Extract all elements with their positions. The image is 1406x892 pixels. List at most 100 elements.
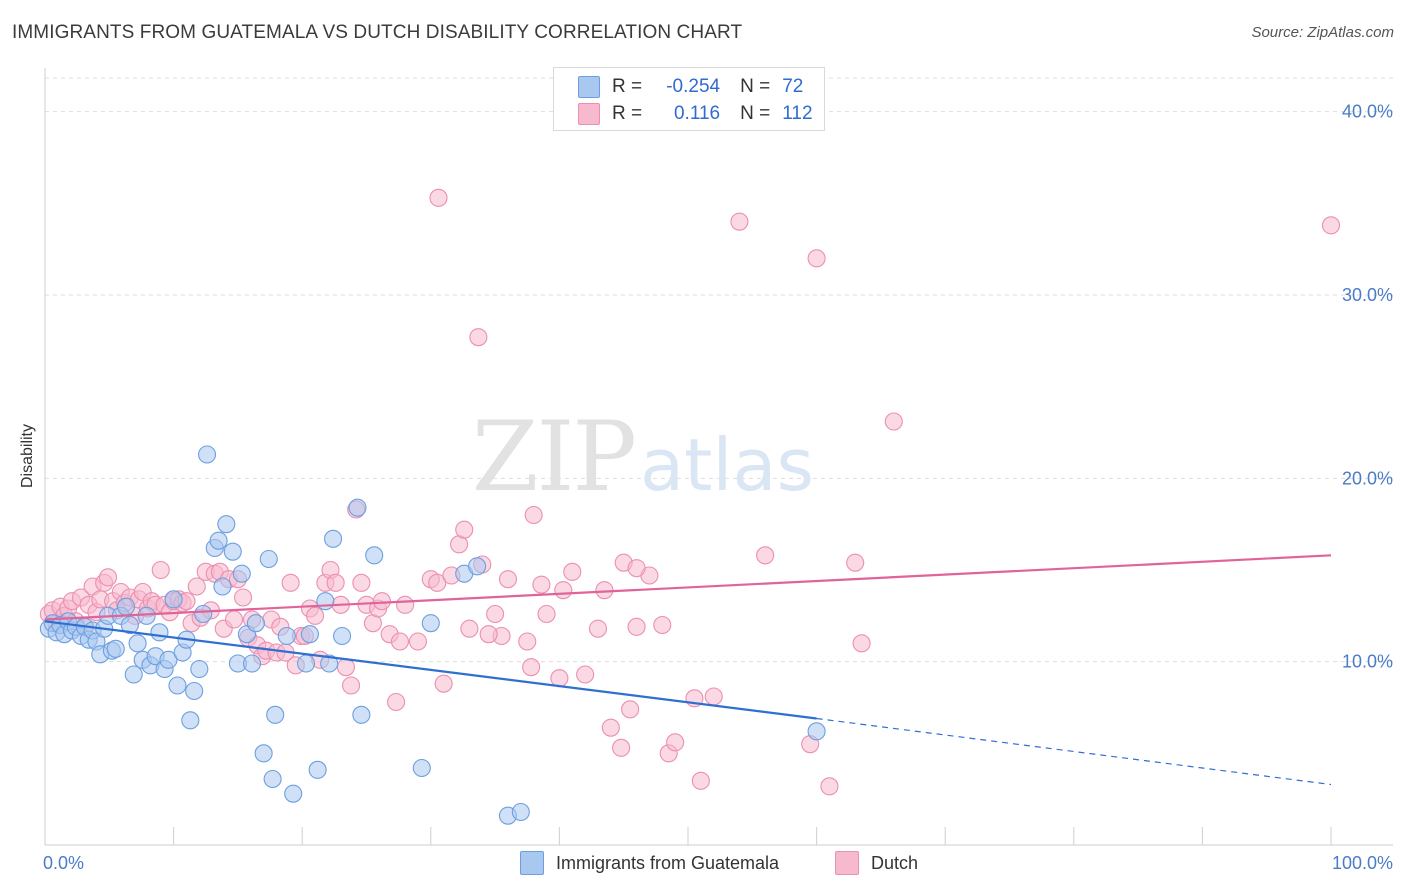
axes bbox=[44, 68, 1393, 846]
guatemala-trend-line bbox=[44, 620, 817, 720]
y-tick-label: 20.0% bbox=[1342, 468, 1393, 488]
source-credit: Source: ZipAtlas.com bbox=[1251, 24, 1394, 41]
guatemala-point bbox=[468, 557, 487, 576]
guatemala-point bbox=[150, 623, 169, 642]
guatemala-point bbox=[297, 654, 316, 673]
dutch-point bbox=[588, 619, 608, 638]
dutch-point bbox=[532, 575, 551, 594]
guatemala-point bbox=[137, 606, 156, 625]
guatemala-point bbox=[259, 549, 278, 569]
r-value: -0.254 bbox=[666, 76, 721, 97]
guatemala-point bbox=[120, 615, 139, 635]
dutch-point bbox=[460, 619, 479, 638]
guatemala-point bbox=[209, 531, 228, 550]
dutch-point bbox=[846, 553, 865, 572]
dutch-point bbox=[281, 573, 300, 592]
guatemala-point bbox=[194, 604, 213, 624]
dutch-point bbox=[756, 546, 775, 565]
legend-item-guatemala[interactable]: Immigrants from Guatemala bbox=[520, 851, 779, 875]
guatemala-point bbox=[217, 515, 236, 534]
dutch-point bbox=[627, 559, 646, 578]
y-tick-label: 10.0% bbox=[1342, 652, 1393, 672]
dutch-point bbox=[455, 520, 474, 539]
dutch-point bbox=[595, 581, 614, 600]
dutch-point bbox=[576, 665, 595, 684]
dutch-point bbox=[428, 573, 447, 592]
guatemala-point bbox=[128, 634, 147, 653]
dutch-point bbox=[486, 604, 505, 624]
guatemala-point bbox=[124, 665, 143, 684]
dutch-trend-line bbox=[44, 554, 1332, 621]
dutch-point bbox=[396, 595, 415, 614]
dutch-point bbox=[306, 606, 325, 625]
series-legend: Immigrants from Guatemala Dutch bbox=[0, 851, 1406, 879]
n-label: N = bbox=[740, 103, 771, 124]
chart-title: IMMIGRANTS FROM GUATEMALA VS DUTCH DISAB… bbox=[12, 22, 743, 43]
guatemala-point bbox=[164, 590, 183, 609]
stats-row-guatemala: R = -0.254 N = 72 bbox=[578, 75, 803, 99]
watermark: ZIP atlas bbox=[472, 401, 814, 513]
guatemala-point bbox=[263, 769, 282, 789]
n-value: 72 bbox=[782, 76, 804, 97]
dutch-point bbox=[524, 505, 543, 525]
legend-label: Dutch bbox=[871, 852, 919, 873]
guatemala-point bbox=[213, 577, 232, 596]
tick-labels: 10.0% 20.0% 30.0% 40.0% 0.0% 100.0% bbox=[43, 102, 1393, 873]
guatemala-point bbox=[116, 597, 136, 616]
stats-row-dutch: R = 0.116 N = 112 bbox=[578, 102, 813, 126]
dutch-point bbox=[387, 692, 406, 712]
x-tick-label: 100.0% bbox=[1332, 853, 1393, 873]
guatemala-point bbox=[168, 676, 187, 695]
dutch-point bbox=[1321, 216, 1341, 235]
dutch-point bbox=[653, 615, 672, 635]
guatemala-point bbox=[185, 681, 204, 701]
guatemala-point bbox=[308, 760, 327, 779]
dutch-point bbox=[884, 412, 903, 431]
dutch-point bbox=[469, 328, 488, 347]
guatemala-point bbox=[316, 592, 335, 611]
guatemala-point bbox=[266, 705, 285, 724]
r-label: R = bbox=[612, 103, 643, 124]
dutch-point bbox=[550, 669, 569, 688]
guatemala-point bbox=[324, 529, 343, 548]
guatemala-point bbox=[365, 546, 384, 565]
dutch-point bbox=[601, 718, 620, 737]
legend-swatch-pink bbox=[578, 103, 600, 125]
guatemala-point bbox=[807, 722, 826, 741]
dutch-point bbox=[498, 570, 518, 589]
legend-item-dutch[interactable]: Dutch bbox=[835, 851, 918, 875]
dutch-point bbox=[390, 632, 409, 651]
dutch-point bbox=[429, 188, 448, 207]
dutch-point bbox=[820, 777, 839, 796]
dutch-point bbox=[627, 617, 646, 636]
guatemala-point bbox=[352, 705, 371, 724]
dutch-point bbox=[807, 249, 826, 268]
guatemala-point bbox=[421, 614, 440, 633]
dutch-point bbox=[704, 687, 723, 706]
guatemala-point bbox=[511, 802, 530, 822]
watermark-atlas: atlas bbox=[640, 423, 814, 507]
guatemala-point bbox=[223, 542, 242, 561]
dutch-point bbox=[326, 573, 345, 592]
guatemala-trend-extension bbox=[816, 717, 1332, 786]
dutch-point bbox=[554, 581, 573, 600]
guatemala-point bbox=[181, 711, 200, 730]
guatemala-point bbox=[106, 639, 125, 658]
dutch-point bbox=[479, 625, 498, 644]
guatemala-point bbox=[190, 659, 209, 679]
legend-swatch-pink bbox=[835, 851, 859, 875]
guatemala-point bbox=[254, 744, 273, 763]
guatemala-point bbox=[300, 625, 319, 644]
dutch-point bbox=[434, 674, 453, 693]
guatemala-point bbox=[333, 626, 352, 646]
y-tick-label: 40.0% bbox=[1342, 102, 1393, 122]
dutch-point bbox=[187, 577, 206, 596]
r-label: R = bbox=[612, 76, 643, 97]
guatemala-point bbox=[242, 654, 262, 673]
guatemala-point bbox=[197, 445, 217, 464]
guatemala-point bbox=[284, 784, 303, 803]
legend-swatch-blue bbox=[578, 76, 600, 98]
dutch-point bbox=[372, 592, 391, 611]
guatemala-point bbox=[246, 614, 265, 633]
